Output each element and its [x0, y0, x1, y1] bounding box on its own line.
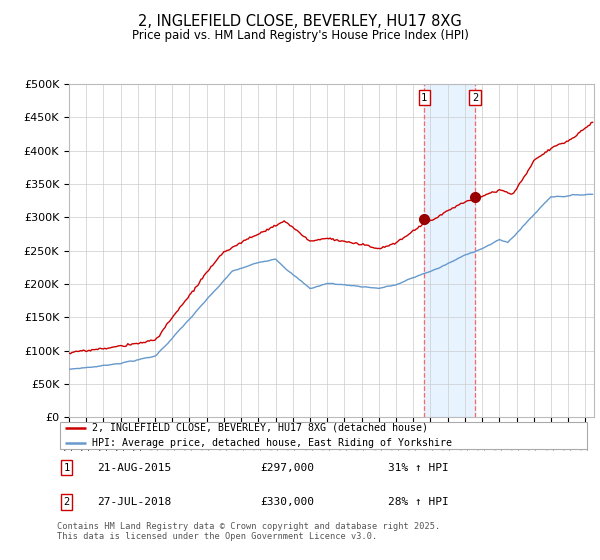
Text: Contains HM Land Registry data © Crown copyright and database right 2025.
This d: Contains HM Land Registry data © Crown c…	[57, 522, 440, 542]
Text: 2: 2	[64, 497, 70, 507]
Text: 28% ↑ HPI: 28% ↑ HPI	[388, 497, 449, 507]
Text: £330,000: £330,000	[260, 497, 314, 507]
FancyBboxPatch shape	[59, 422, 587, 449]
Text: Price paid vs. HM Land Registry's House Price Index (HPI): Price paid vs. HM Land Registry's House …	[131, 29, 469, 42]
Text: 2, INGLEFIELD CLOSE, BEVERLEY, HU17 8XG: 2, INGLEFIELD CLOSE, BEVERLEY, HU17 8XG	[138, 14, 462, 29]
Text: HPI: Average price, detached house, East Riding of Yorkshire: HPI: Average price, detached house, East…	[92, 438, 452, 448]
Text: 1: 1	[421, 92, 427, 102]
Text: 1: 1	[64, 463, 70, 473]
Text: 27-JUL-2018: 27-JUL-2018	[97, 497, 172, 507]
Text: 2: 2	[472, 92, 478, 102]
Text: £297,000: £297,000	[260, 463, 314, 473]
Text: 2, INGLEFIELD CLOSE, BEVERLEY, HU17 8XG (detached house): 2, INGLEFIELD CLOSE, BEVERLEY, HU17 8XG …	[92, 423, 428, 433]
Text: 21-AUG-2015: 21-AUG-2015	[97, 463, 172, 473]
Bar	[424, 84, 475, 417]
Text: 31% ↑ HPI: 31% ↑ HPI	[388, 463, 449, 473]
